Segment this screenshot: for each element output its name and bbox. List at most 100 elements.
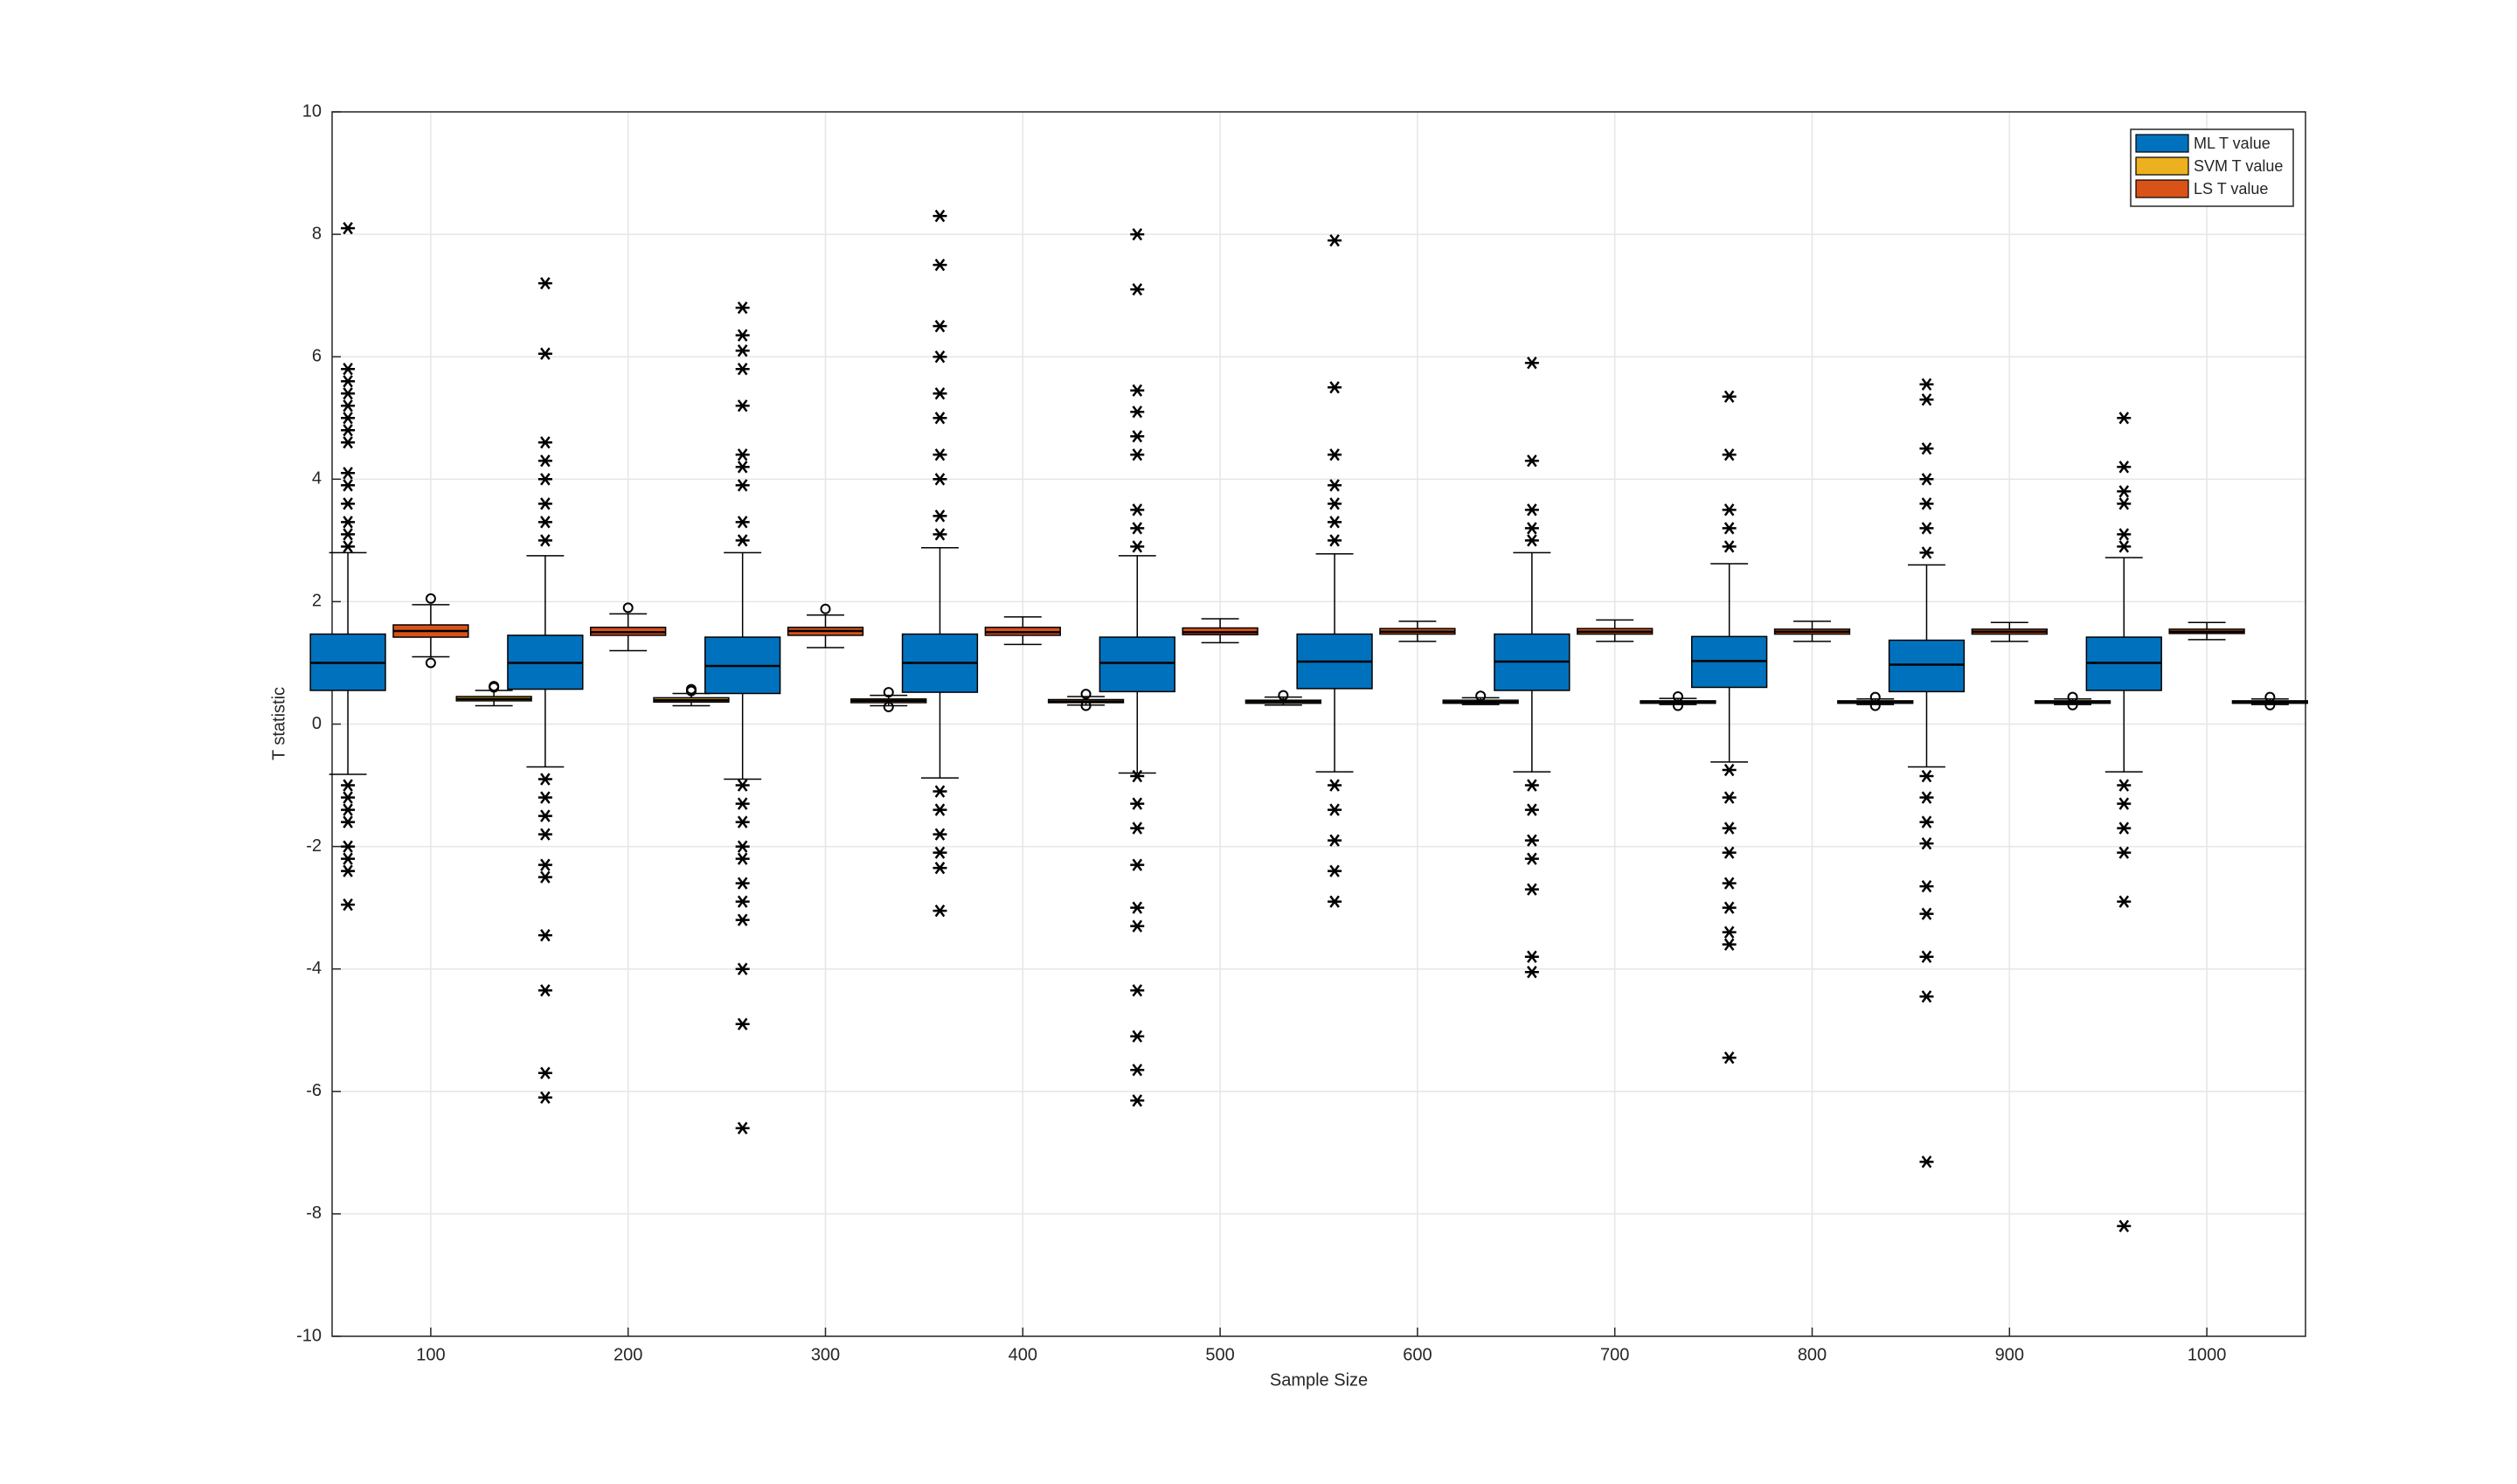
outlier <box>1722 1051 1737 1064</box>
outlier <box>933 258 947 272</box>
outlier <box>1722 540 1737 553</box>
outlier <box>1524 779 1539 792</box>
box-group <box>590 602 667 652</box>
outlier <box>933 510 947 523</box>
box <box>1888 639 1966 693</box>
legend-label: ML T value <box>2194 135 2271 152</box>
outlier <box>1869 700 1881 711</box>
outlier <box>537 516 552 529</box>
legend-swatch <box>2135 134 2189 153</box>
outlier <box>2117 412 2132 425</box>
outlier <box>1524 454 1539 468</box>
box-group <box>2231 691 2309 711</box>
y-tick-label: -6 <box>306 1081 322 1100</box>
box-group <box>901 209 979 918</box>
outlier <box>1722 390 1737 403</box>
outlier <box>735 534 750 547</box>
y-tick-label: 4 <box>312 469 322 489</box>
outlier <box>622 602 634 614</box>
outlier <box>1919 497 1934 510</box>
outlier <box>735 461 750 474</box>
outlier <box>1080 689 1092 700</box>
outlier <box>2117 895 2132 908</box>
y-tick-label: 0 <box>312 714 322 733</box>
outlier <box>537 773 552 786</box>
box-group <box>1773 621 1851 642</box>
outlier <box>341 815 356 829</box>
outlier <box>425 593 436 604</box>
outlier <box>933 861 947 875</box>
outlier <box>933 473 947 486</box>
outlier <box>1130 858 1145 871</box>
outlier <box>735 877 750 890</box>
outlier <box>1919 769 1934 783</box>
outlier <box>735 913 750 926</box>
box-group <box>1494 357 1571 979</box>
outlier <box>735 962 750 975</box>
outlier <box>1722 901 1737 914</box>
box-group <box>309 221 386 912</box>
outlier <box>1524 852 1539 865</box>
outlier <box>2117 485 2132 498</box>
box-group <box>507 276 584 1104</box>
box-group <box>1888 378 1966 1168</box>
outlier <box>735 399 750 413</box>
box <box>1099 636 1175 693</box>
outlier <box>537 929 552 942</box>
outlier <box>1919 442 1934 455</box>
x-tick-label: 400 <box>1009 1345 1037 1364</box>
outlier <box>933 350 947 364</box>
outlier <box>735 329 750 342</box>
outlier <box>1722 822 1737 835</box>
outlier <box>1130 384 1145 397</box>
outlier <box>537 454 552 468</box>
outlier <box>735 895 750 908</box>
outlier <box>2117 540 2132 553</box>
outlier <box>735 779 750 792</box>
outlier <box>1919 378 1934 391</box>
box-group <box>1640 690 1716 711</box>
outlier <box>1722 938 1737 951</box>
box-group <box>1047 689 1125 711</box>
outlier <box>1130 901 1145 914</box>
outlier <box>1919 836 1934 850</box>
outlier <box>1672 700 1683 711</box>
box-group <box>984 616 1061 646</box>
outlier <box>341 791 356 804</box>
outlier <box>1328 864 1342 877</box>
outlier <box>1130 797 1145 810</box>
outlier <box>1130 406 1145 419</box>
box-group <box>787 603 864 648</box>
outlier <box>735 302 750 315</box>
outlier <box>341 363 356 376</box>
outlier <box>2117 1219 2132 1233</box>
x-tick-label: 500 <box>1205 1345 1234 1364</box>
outlier <box>1328 534 1342 547</box>
outlier <box>933 905 947 918</box>
outlier <box>735 479 750 492</box>
outlier <box>537 791 552 804</box>
outlier <box>820 603 831 614</box>
outlier <box>2117 497 2132 510</box>
outlier <box>933 785 947 798</box>
outlier <box>933 387 947 400</box>
outlier <box>1524 950 1539 963</box>
outlier <box>1919 791 1934 804</box>
outlier <box>735 448 750 461</box>
outlier <box>537 534 552 547</box>
outlier <box>1722 763 1737 777</box>
outlier <box>537 347 552 360</box>
outlier <box>735 797 750 810</box>
box-group <box>1837 691 1914 711</box>
outlier <box>1524 803 1539 816</box>
outlier <box>341 540 356 553</box>
box-group <box>1442 690 1519 705</box>
outlier <box>1919 815 1934 829</box>
outlier <box>735 344 750 357</box>
outlier <box>1524 883 1539 896</box>
outlier <box>489 682 500 693</box>
x-axis-label: Sample Size <box>1270 1370 1368 1390</box>
outlier <box>537 497 552 510</box>
outlier <box>1130 822 1145 835</box>
